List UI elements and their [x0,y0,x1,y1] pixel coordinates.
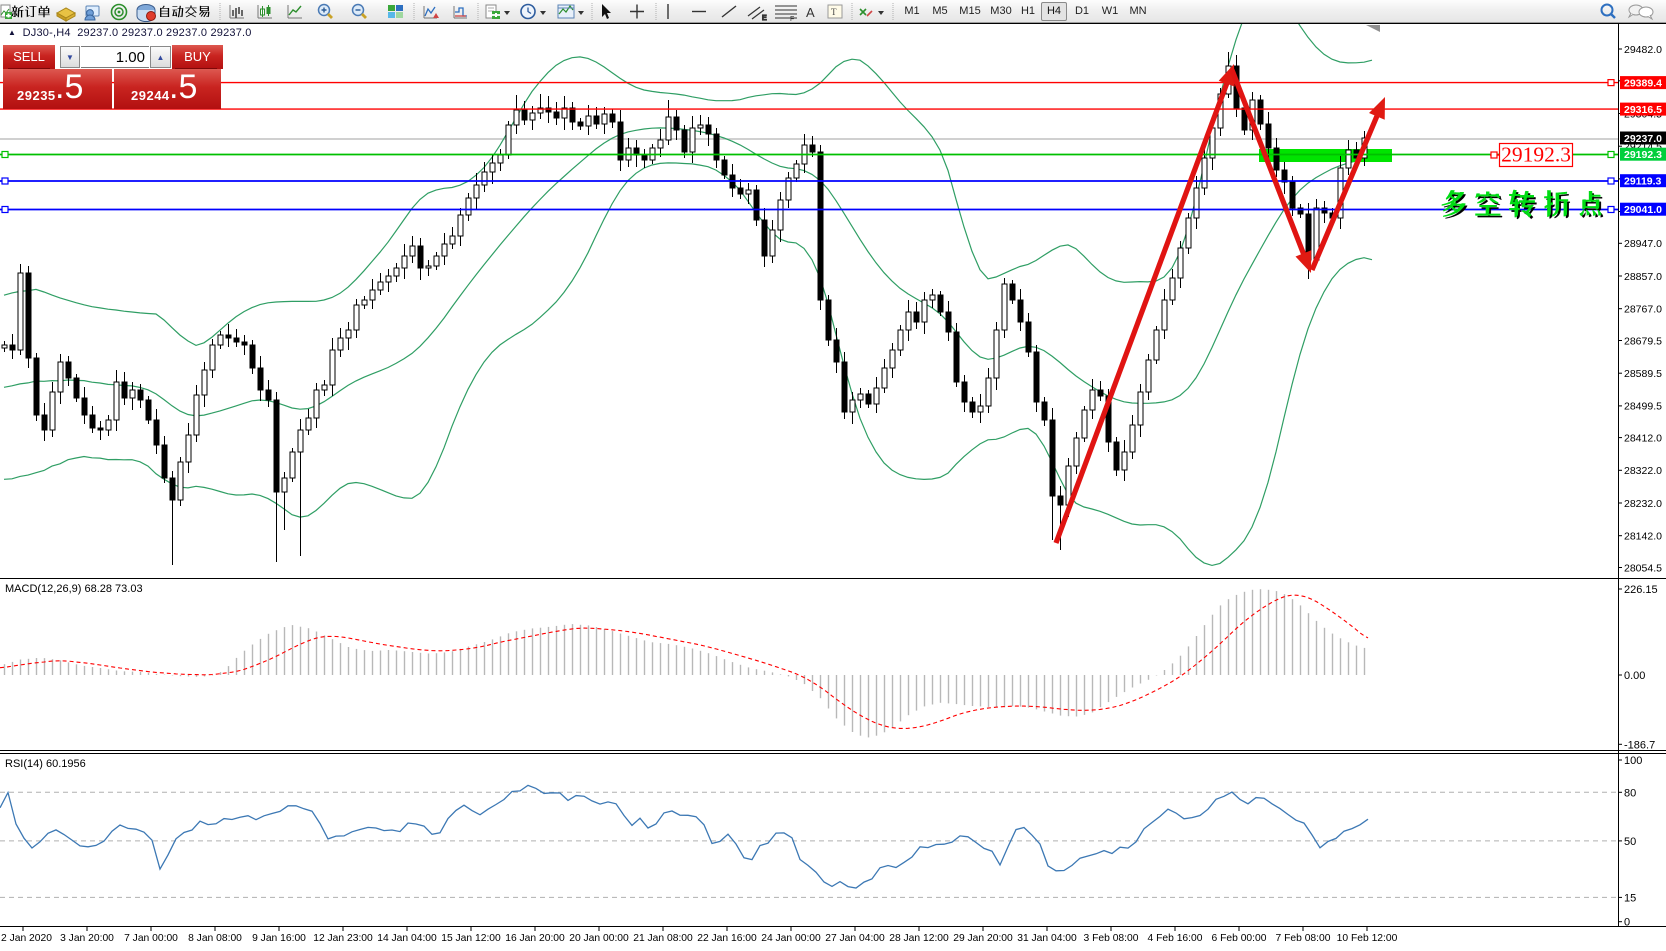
svg-text:27 Jan 04:00: 27 Jan 04:00 [825,933,885,944]
svg-text:4 Feb 16:00: 4 Feb 16:00 [1148,933,1203,944]
svg-text:14 Jan 04:00: 14 Jan 04:00 [377,933,437,944]
svg-text:0: 0 [1624,917,1630,929]
svg-text:28589.5: 28589.5 [1624,368,1662,380]
svg-text:29 Jan 20:00: 29 Jan 20:00 [953,933,1013,944]
svg-text:RSI(14) 60.1956: RSI(14) 60.1956 [5,758,86,770]
svg-text:24 Jan 00:00: 24 Jan 00:00 [761,933,821,944]
svg-text:7 Jan 00:00: 7 Jan 00:00 [124,933,178,944]
svg-text:9 Jan 16:00: 9 Jan 16:00 [252,933,306,944]
svg-text:15: 15 [1624,892,1636,904]
svg-text:2 Jan 2020: 2 Jan 2020 [1,933,52,944]
svg-text:28322.0: 28322.0 [1624,465,1662,477]
svg-text:20 Jan 00:00: 20 Jan 00:00 [569,933,629,944]
svg-text:28857.0: 28857.0 [1624,271,1662,283]
svg-text:6 Feb 00:00: 6 Feb 00:00 [1212,933,1267,944]
svg-text:31 Jan 04:00: 31 Jan 04:00 [1017,933,1077,944]
svg-text:T: T [831,7,837,17]
svg-text:29119.3: 29119.3 [1624,176,1662,188]
svg-text:28679.5: 28679.5 [1624,335,1662,347]
svg-text:28142.0: 28142.0 [1624,531,1662,543]
svg-text:29041.0: 29041.0 [1624,204,1662,216]
svg-text:10 Feb 12:00: 10 Feb 12:00 [1337,933,1398,944]
svg-text:29192.3: 29192.3 [1501,143,1571,167]
svg-text:28232.0: 28232.0 [1624,498,1662,510]
svg-text:100: 100 [1624,755,1642,767]
svg-text:MACD(12,26,9) 68.28 73.03: MACD(12,26,9) 68.28 73.03 [5,583,143,595]
svg-text:21 Jan 08:00: 21 Jan 08:00 [633,933,693,944]
svg-text:29482.0: 29482.0 [1624,44,1662,56]
svg-text:226.15: 226.15 [1624,584,1658,596]
svg-text:28 Jan 12:00: 28 Jan 12:00 [889,933,949,944]
svg-text:29237.0: 29237.0 [1624,133,1662,145]
svg-text:A: A [806,5,815,20]
svg-text:16 Jan 20:00: 16 Jan 20:00 [505,933,565,944]
svg-text:3 Feb 08:00: 3 Feb 08:00 [1084,933,1139,944]
svg-text:7 Feb 08:00: 7 Feb 08:00 [1276,933,1331,944]
svg-text:28054.5: 28054.5 [1624,562,1662,574]
svg-text:50: 50 [1624,836,1636,848]
svg-text:80: 80 [1624,787,1636,799]
svg-text:8 Jan 08:00: 8 Jan 08:00 [188,933,242,944]
svg-text:29389.4: 29389.4 [1624,78,1662,90]
svg-text:29316.5: 29316.5 [1624,104,1662,116]
svg-text:22 Jan 16:00: 22 Jan 16:00 [697,933,757,944]
svg-text:28767.0: 28767.0 [1624,304,1662,316]
svg-text:F: F [790,16,794,23]
svg-text:0.00: 0.00 [1624,670,1645,682]
svg-text:12 Jan 23:00: 12 Jan 23:00 [313,933,373,944]
svg-text:28947.0: 28947.0 [1624,238,1662,250]
svg-text:28499.5: 28499.5 [1624,401,1662,413]
svg-text:E: E [762,15,767,22]
svg-text:28412.0: 28412.0 [1624,432,1662,444]
svg-text:29192.3: 29192.3 [1624,149,1662,161]
svg-text:-186.7: -186.7 [1624,739,1655,751]
svg-text:15 Jan 12:00: 15 Jan 12:00 [441,933,501,944]
svg-text:3 Jan 20:00: 3 Jan 20:00 [60,933,114,944]
